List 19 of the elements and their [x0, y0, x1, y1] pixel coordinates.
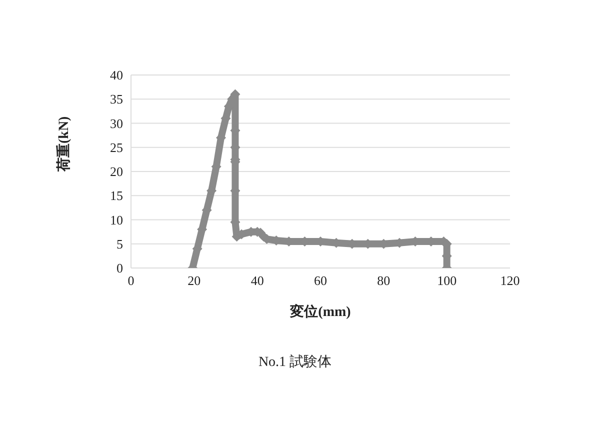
x-tick-label: 60	[314, 273, 327, 288]
y-tick-label: 40	[110, 68, 123, 83]
x-tick-label: 100	[437, 273, 457, 288]
y-tick-label: 15	[110, 188, 123, 204]
x-tick-label: 20	[188, 273, 201, 288]
y-tick-label: 20	[110, 164, 123, 180]
y-tick-label: 35	[110, 92, 123, 107]
x-tick-label: 0	[128, 273, 134, 288]
x-tick-label: 40	[250, 273, 264, 288]
y-axis-title: 荷重(kN)	[56, 116, 72, 172]
y-tick-label: 10	[110, 212, 123, 228]
x-tick-label: 80	[377, 273, 390, 288]
y-tick-label: 25	[110, 140, 123, 155]
x-axis-title: 変位(mm)	[289, 303, 352, 320]
y-tick-label: 0	[116, 260, 123, 276]
y-tick-label: 5	[116, 236, 123, 252]
x-tick-label: 120	[500, 273, 520, 288]
text: No.1 試験体	[257, 354, 333, 371]
y-tick-label: 30	[110, 116, 123, 131]
